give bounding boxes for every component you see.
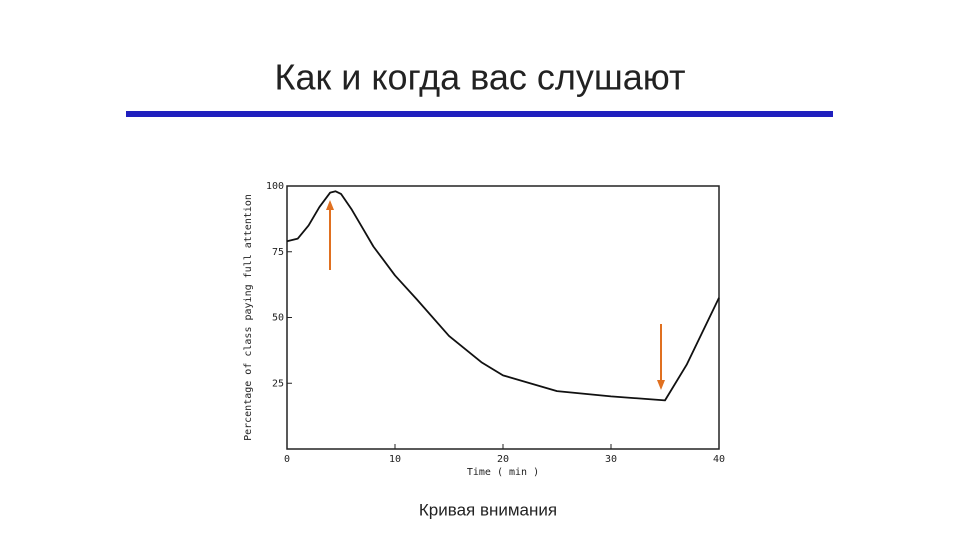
caption: Кривая внимания [419,500,557,519]
slide-title: Как и когда вас слушают [275,57,686,98]
line-series [286,190,720,402]
y-tick-label: 100 [266,181,284,192]
arrow [326,200,334,270]
title-underline [126,111,833,117]
y-tick-label: 50 [272,313,284,324]
x-tick-label: 10 [389,454,401,465]
y-axis-label: Percentage of class paying full attentio… [243,194,254,441]
plot: 25 50 75 100 0 10 20 30 40 Time ( min ) Percentage… [243,181,725,478]
x-tick-label: 30 [605,454,617,465]
x-tick-label: 40 [713,454,725,465]
arrow [657,324,665,390]
x-axis-label: Time ( min ) [467,467,539,478]
x-tick-label: 0 [284,454,290,465]
x-tick-label: 20 [497,454,509,465]
y-tick-label: 75 [272,247,284,258]
plot-frame [286,185,720,450]
y-tick-label: 25 [272,378,284,389]
